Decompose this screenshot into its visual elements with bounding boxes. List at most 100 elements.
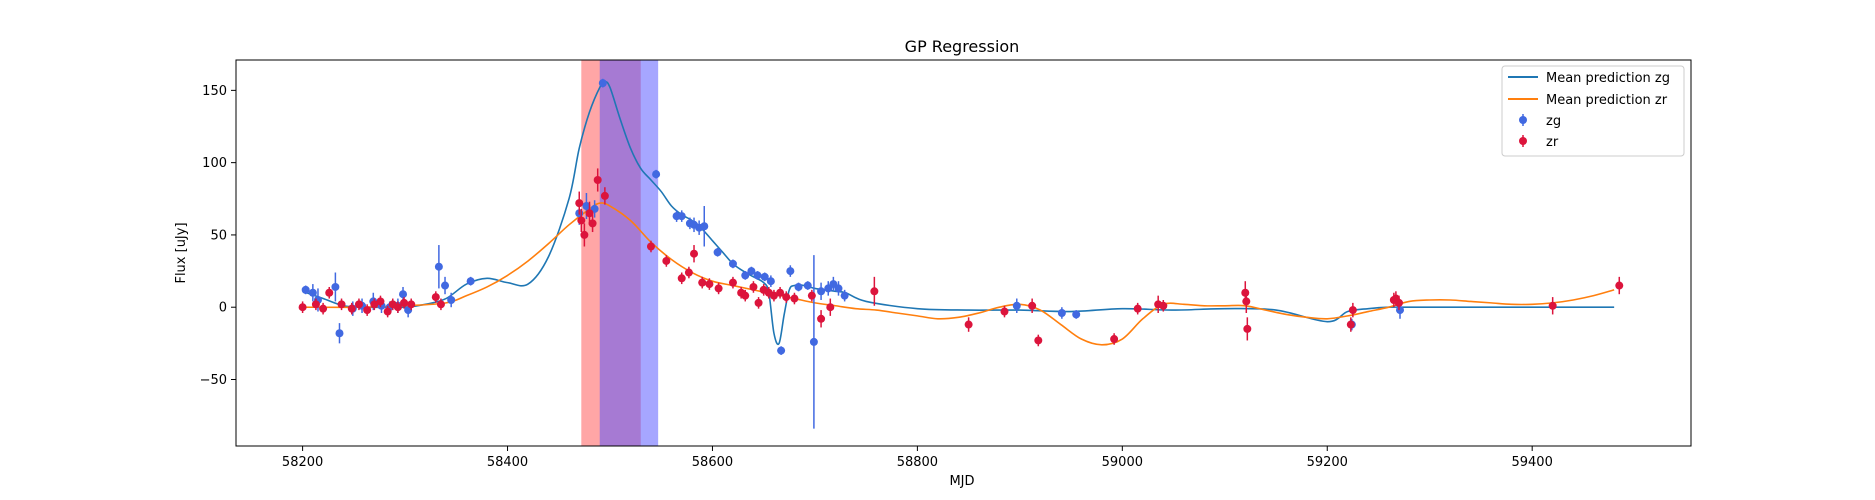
marker bbox=[588, 219, 597, 228]
point-zg bbox=[301, 285, 310, 295]
marker bbox=[407, 300, 416, 309]
marker bbox=[298, 303, 307, 312]
y-tick-label: −50 bbox=[200, 373, 227, 388]
point-zr bbox=[749, 281, 758, 293]
x-tick-label: 59200 bbox=[1307, 455, 1348, 470]
point-zr bbox=[577, 208, 586, 233]
point-zg bbox=[308, 284, 317, 302]
legend-label-zr-prediction: Mean prediction zr bbox=[1546, 93, 1668, 108]
x-tick-label: 58200 bbox=[282, 455, 323, 470]
point-zg bbox=[447, 292, 456, 308]
point-zg bbox=[1057, 307, 1066, 319]
point-zr bbox=[1615, 276, 1624, 295]
prediction-lines bbox=[302, 80, 1615, 346]
point-zr bbox=[1110, 333, 1119, 345]
point-zr bbox=[741, 289, 750, 302]
marker bbox=[652, 170, 661, 179]
point-zr bbox=[347, 302, 356, 315]
point-zr bbox=[319, 302, 328, 315]
point-zg bbox=[331, 272, 340, 302]
marker bbox=[753, 271, 762, 280]
point-zg bbox=[817, 282, 826, 300]
y-axis-ticks: −50 0 50 100 150 bbox=[200, 84, 236, 388]
marker bbox=[662, 256, 671, 265]
point-zg bbox=[652, 169, 661, 179]
marker bbox=[1057, 308, 1066, 317]
marker bbox=[747, 267, 756, 276]
marker bbox=[741, 271, 750, 280]
marker bbox=[1000, 307, 1009, 316]
point-zr bbox=[1000, 305, 1009, 318]
point-zg bbox=[434, 245, 443, 289]
point-zr bbox=[311, 298, 320, 311]
legend-label-zg-prediction: Mean prediction zg bbox=[1546, 71, 1670, 86]
marker bbox=[807, 291, 816, 300]
marker bbox=[580, 230, 589, 239]
marker bbox=[582, 202, 591, 211]
marker bbox=[431, 293, 440, 302]
x-tick-label: 58400 bbox=[487, 455, 528, 470]
marker bbox=[593, 175, 602, 184]
point-zr bbox=[870, 276, 879, 306]
point-zr bbox=[776, 286, 785, 299]
point-zg bbox=[760, 272, 769, 282]
marker bbox=[319, 304, 328, 313]
marker bbox=[600, 191, 609, 200]
marker bbox=[1241, 288, 1250, 297]
line-mean-prediction-zr bbox=[302, 202, 1615, 346]
marker bbox=[400, 298, 409, 307]
marker bbox=[1615, 281, 1624, 290]
marker bbox=[794, 282, 803, 291]
point-zr bbox=[383, 305, 392, 318]
marker bbox=[1012, 301, 1021, 310]
point-zr bbox=[826, 298, 835, 316]
marker bbox=[964, 320, 973, 329]
marker bbox=[766, 277, 775, 286]
point-zr bbox=[436, 298, 445, 311]
point-zr bbox=[370, 298, 379, 311]
marker bbox=[705, 280, 714, 289]
marker bbox=[399, 290, 408, 299]
point-zg bbox=[598, 78, 607, 88]
plot-frame bbox=[235, 59, 1692, 447]
point-zr bbox=[1346, 317, 1355, 332]
marker bbox=[677, 212, 686, 221]
marker bbox=[817, 314, 826, 323]
marker bbox=[803, 281, 812, 290]
marker bbox=[834, 284, 843, 293]
marker bbox=[354, 300, 363, 309]
marker bbox=[760, 272, 769, 281]
marker bbox=[1028, 301, 1037, 310]
point-zr bbox=[1394, 295, 1403, 311]
marker bbox=[786, 267, 795, 276]
marker bbox=[1396, 306, 1404, 315]
marker bbox=[598, 79, 607, 88]
point-zr bbox=[684, 266, 693, 279]
marker bbox=[325, 288, 334, 297]
marker bbox=[754, 298, 763, 307]
marker bbox=[1110, 335, 1119, 344]
point-zg bbox=[713, 247, 722, 257]
marker bbox=[870, 287, 879, 296]
highlight-span-1 bbox=[599, 60, 659, 446]
point-zr bbox=[1159, 299, 1168, 312]
marker bbox=[698, 278, 707, 287]
point-zg bbox=[766, 275, 775, 287]
point-zr bbox=[337, 298, 346, 311]
point-zg bbox=[1012, 298, 1021, 313]
marker bbox=[1072, 310, 1081, 319]
plot-area bbox=[298, 60, 1624, 446]
marker bbox=[646, 242, 655, 251]
point-zg bbox=[728, 259, 737, 269]
point-zr bbox=[705, 278, 714, 290]
legend-marker-zr bbox=[1519, 135, 1527, 147]
point-zr bbox=[817, 310, 826, 328]
marker bbox=[1394, 298, 1403, 307]
point-zr bbox=[754, 297, 763, 309]
point-zr bbox=[376, 295, 385, 308]
chart-title: GP Regression bbox=[905, 37, 1020, 56]
y-tick-label: 100 bbox=[202, 156, 227, 171]
point-zr bbox=[807, 289, 816, 302]
marker bbox=[1346, 320, 1355, 329]
marker bbox=[728, 278, 737, 287]
